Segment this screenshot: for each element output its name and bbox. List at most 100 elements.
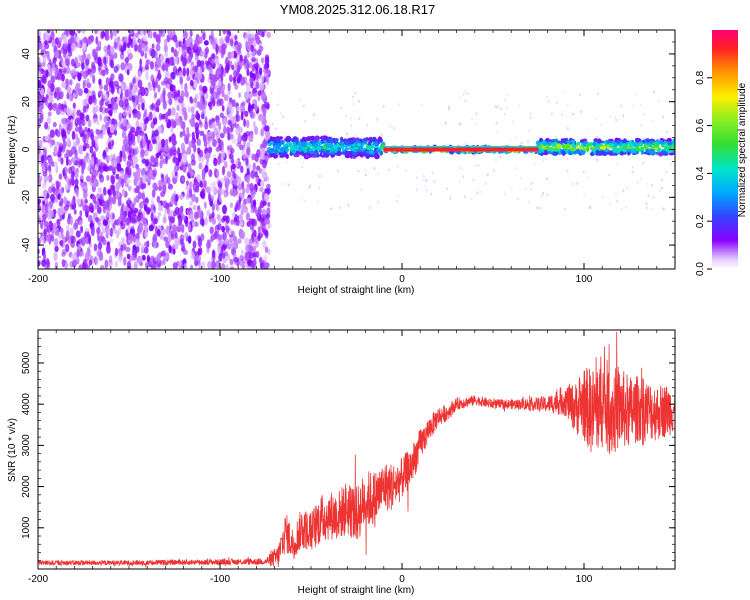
- spectrogram-cell: [155, 57, 161, 66]
- spectrogram-cell: [40, 235, 45, 244]
- spectrogram-cell: [368, 206, 371, 209]
- spectrogram-cell: [40, 155, 45, 164]
- spectrogram-cell: [56, 218, 61, 226]
- spectrogram-cell: [267, 248, 271, 256]
- spectrogram-cell: [228, 133, 234, 140]
- spectrogram-cell: [51, 233, 54, 242]
- spectrogram-cell: [69, 216, 73, 226]
- spectrogram-cell: [582, 170, 585, 174]
- spectrogram-cell: [430, 192, 433, 196]
- spectrogram-cell: [230, 32, 234, 40]
- spectrogram-cell: [44, 121, 49, 130]
- spectrogram-cell: [61, 82, 67, 88]
- spectrogram-cell: [556, 101, 558, 104]
- spectrogram-cell: [103, 56, 107, 65]
- spectrogram-cell: [119, 52, 125, 60]
- spectrogram-cell: [217, 245, 221, 255]
- spectrogram-cell: [478, 164, 480, 167]
- spectrogram-cell: [542, 142, 548, 146]
- spectrogram-cell: [635, 138, 642, 142]
- spectrogram-cell: [254, 103, 258, 112]
- spectrogram-cell: [107, 219, 111, 227]
- spectrogram-cell: [518, 104, 521, 107]
- spectrogram-cell: [88, 259, 93, 266]
- spectrogram-cell: [204, 216, 208, 226]
- spectrogram-cell: [516, 197, 519, 201]
- spectrogram-cell: [38, 203, 41, 213]
- spectrogram-cell: [231, 158, 235, 164]
- spectrogram-cell: [198, 84, 203, 92]
- spectrogram-cell: [245, 244, 249, 253]
- spectrogram-cell: [459, 122, 462, 125]
- spectrogram-cell: [646, 182, 649, 186]
- spectrogram-cell: [281, 182, 284, 186]
- spectrogram-cell: [183, 91, 189, 97]
- spectrogram-cell: [56, 131, 60, 138]
- spectrogram-cell: [266, 183, 271, 190]
- spectrogram-cell: [495, 105, 497, 108]
- spectrogram-cell: [190, 251, 195, 260]
- spectrogram-cell: [172, 224, 177, 233]
- spectrogram-cell: [164, 116, 169, 124]
- spectrogram-cell: [179, 76, 184, 85]
- spectrogram-cell: [254, 126, 259, 135]
- spectrogram-cell: [339, 140, 344, 147]
- spectrogram-cell: [134, 240, 140, 248]
- spectrogram-cell: [235, 128, 239, 136]
- spectrogram-cell: [245, 186, 250, 194]
- spectrogram-cell: [345, 114, 347, 117]
- spectrogram-cell: [174, 165, 178, 173]
- spectrogram-cell: [150, 212, 154, 222]
- spectrogram-cell: [154, 156, 159, 166]
- spectrogram-cell: [288, 183, 290, 186]
- spectrogram-cell: [423, 174, 425, 177]
- spectrogram-cell: [49, 129, 55, 139]
- spectrogram-cell: [416, 176, 418, 179]
- spectrogram-cell: [464, 89, 467, 93]
- spectrogram-cell: [257, 235, 261, 242]
- spectrogram-cell: [240, 76, 245, 86]
- spectrogram-cell: [100, 215, 105, 222]
- spectrogram-cell: [79, 251, 84, 257]
- spectrogram-cell: [383, 105, 385, 108]
- spectrogram-cell: [102, 151, 107, 160]
- spectrogram-cell: [339, 155, 341, 158]
- spectrogram-cell: [556, 140, 562, 144]
- spectrogram-cell: [126, 69, 130, 76]
- spectrogram-cell: [500, 107, 502, 111]
- spectrogram-cell: [165, 254, 169, 261]
- spectrogram-cell: [185, 38, 191, 48]
- spectrogram-cell: [643, 137, 646, 140]
- spectrogram-cell: [101, 227, 106, 234]
- spectrogram-cell: [636, 181, 639, 184]
- y-tick-label: 3000: [21, 434, 32, 457]
- spectrogram-cell: [162, 90, 166, 100]
- spectrogram-cell: [327, 143, 334, 149]
- spectrogram-cell: [645, 148, 650, 154]
- spectrogram-cell: [275, 127, 278, 130]
- spectrogram-cell: [254, 170, 258, 178]
- spectrogram-cell: [76, 248, 80, 258]
- spectrogram-cell: [114, 123, 118, 132]
- spectrogram-cell: [608, 143, 615, 148]
- spectrogram-cell: [275, 137, 281, 144]
- x-tick-label: -100: [210, 574, 230, 585]
- spectrogram-cell: [53, 161, 58, 167]
- spectrogram-cell: [186, 75, 191, 82]
- spectrogram-cell: [95, 217, 100, 223]
- spectrogram-cell: [375, 153, 380, 158]
- spectrogram-cell: [151, 43, 155, 49]
- spectrogram-cell: [504, 192, 506, 196]
- spectrogram-cell: [358, 152, 363, 157]
- spectrogram-cell: [163, 213, 167, 223]
- spectrogram-cell: [529, 116, 532, 119]
- spectrogram-cell: [78, 264, 83, 269]
- spectrogram-cell: [54, 245, 59, 253]
- spectrogram-cell: [67, 136, 71, 146]
- spectrogram-cell: [158, 202, 162, 211]
- spectrogram-cell: [71, 30, 74, 37]
- y-tick-label: 5000: [21, 351, 32, 374]
- spectrogram-cell: [210, 74, 216, 81]
- spectrogram-cell: [245, 119, 250, 128]
- spectrogram-cell: [69, 227, 74, 236]
